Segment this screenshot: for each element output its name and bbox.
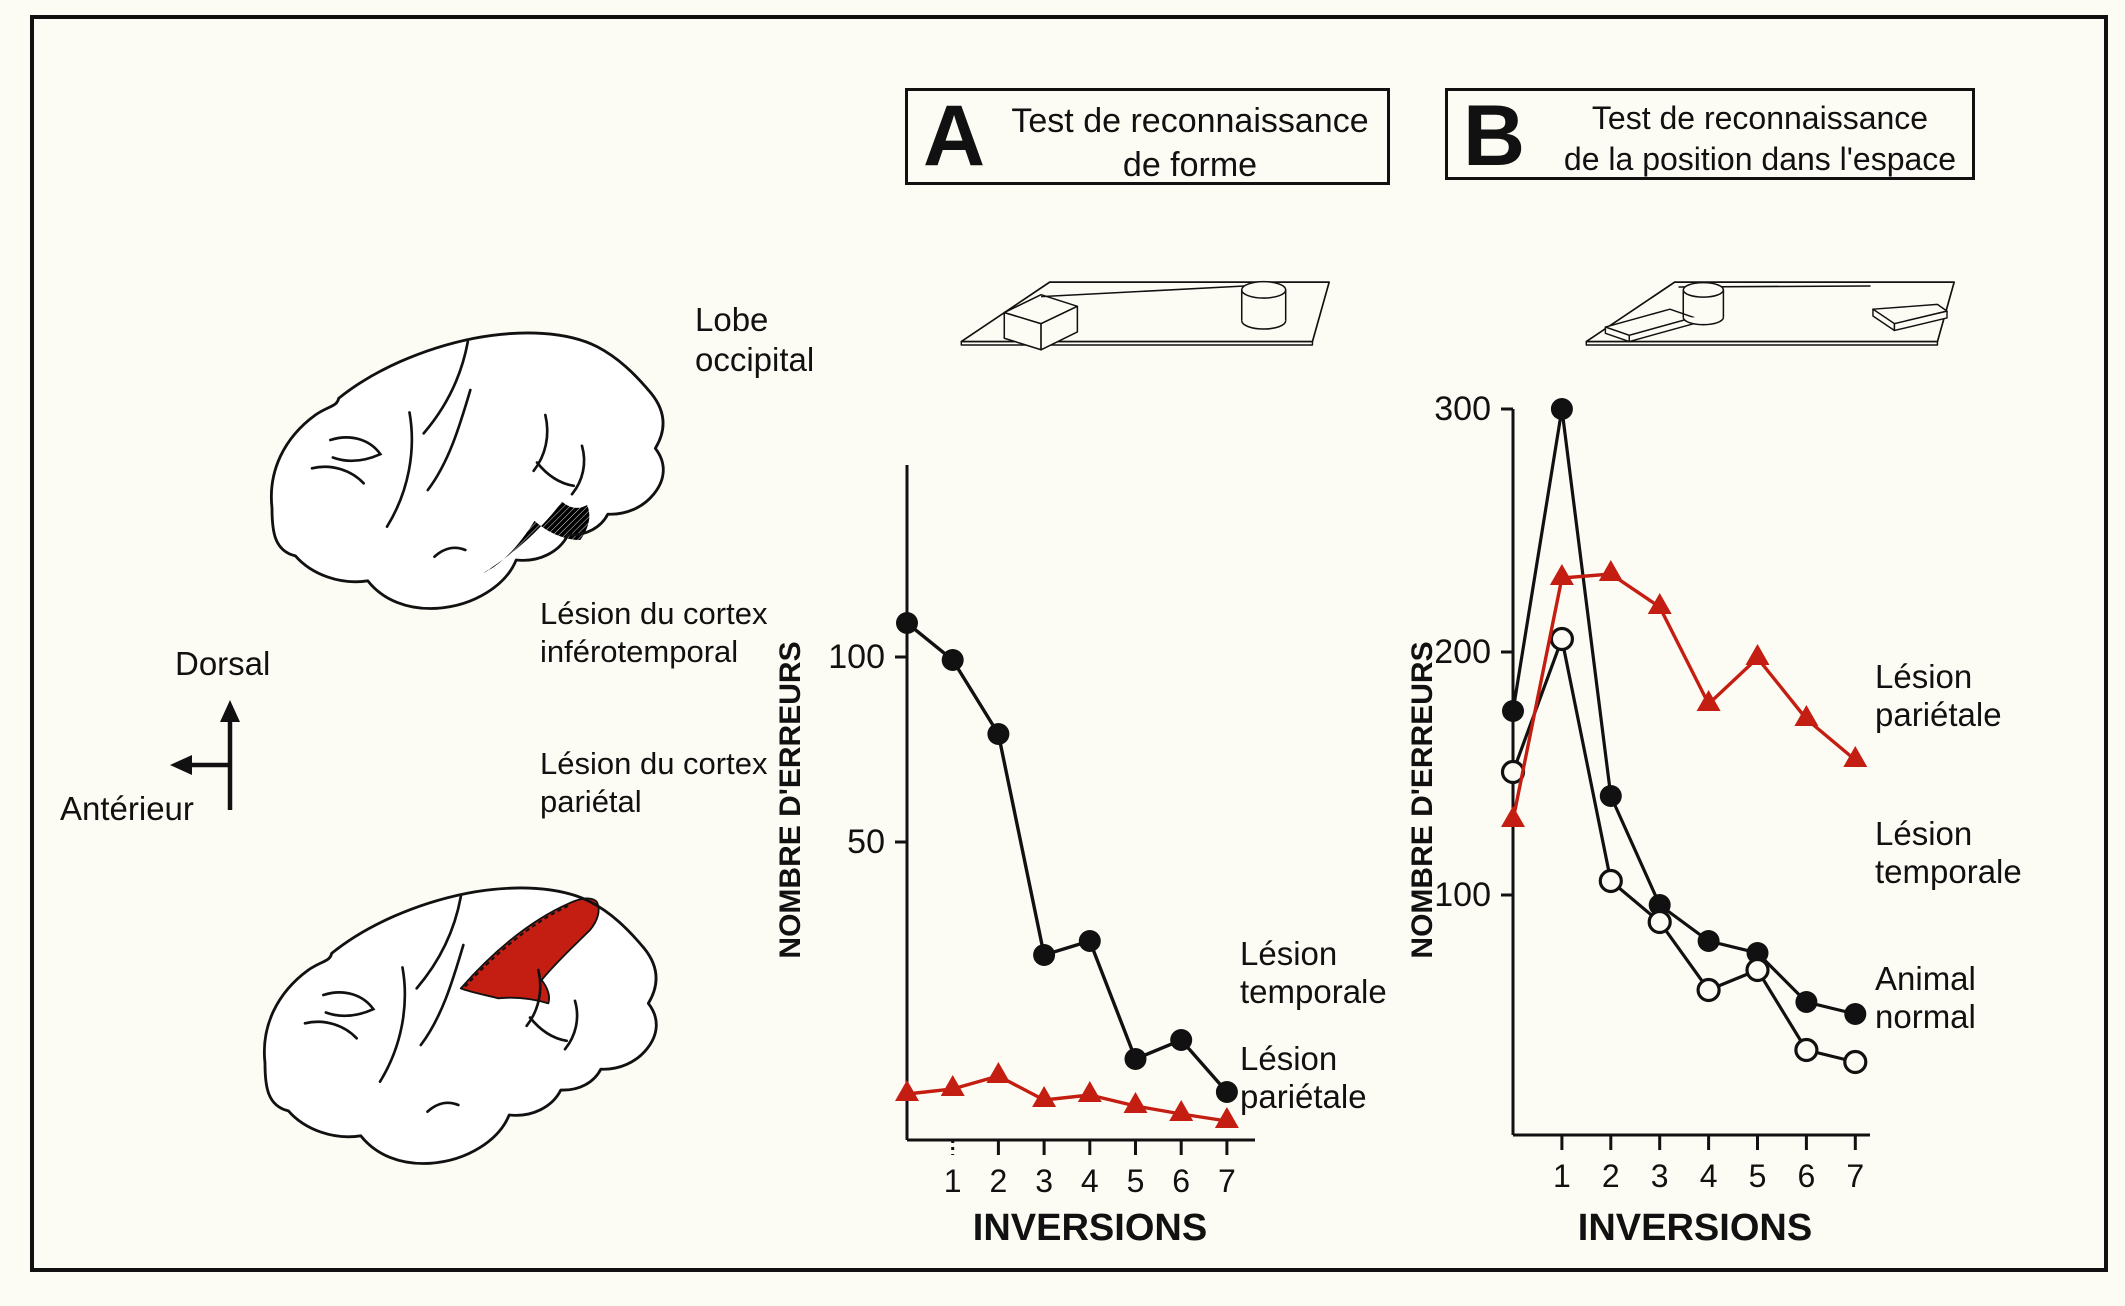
svg-text:temporale: temporale xyxy=(1240,973,1387,1010)
svg-text:50: 50 xyxy=(847,823,885,861)
svg-text:Lésion: Lésion xyxy=(1875,658,1972,695)
svg-text:3: 3 xyxy=(1651,1158,1669,1194)
svg-text:pariétale: pariétale xyxy=(1240,1078,1367,1115)
svg-text:6: 6 xyxy=(1172,1163,1190,1199)
svg-text:Lésion: Lésion xyxy=(1875,815,1972,852)
svg-text:300: 300 xyxy=(1434,390,1491,428)
svg-text:2: 2 xyxy=(1602,1158,1620,1194)
svg-text:6: 6 xyxy=(1798,1158,1816,1194)
svg-text:temporale: temporale xyxy=(1875,853,2022,890)
svg-text:NOMBRE D'ERREURS: NOMBRE D'ERREURS xyxy=(774,641,807,958)
svg-text:7: 7 xyxy=(1218,1163,1236,1199)
svg-text:1: 1 xyxy=(944,1163,962,1199)
svg-text:Lésion: Lésion xyxy=(1240,1040,1337,1077)
svg-text:1: 1 xyxy=(1553,1158,1571,1194)
svg-text:7: 7 xyxy=(1846,1158,1864,1194)
svg-text:5: 5 xyxy=(1127,1163,1145,1199)
svg-text:Animal: Animal xyxy=(1875,960,1976,997)
svg-text:5: 5 xyxy=(1749,1158,1767,1194)
svg-text:normal: normal xyxy=(1875,998,1976,1035)
svg-text:2: 2 xyxy=(990,1163,1008,1199)
svg-text:100: 100 xyxy=(828,638,885,676)
svg-text:pariétale: pariétale xyxy=(1875,696,2002,733)
svg-text:NOMBRE D'ERREURS: NOMBRE D'ERREURS xyxy=(1406,641,1439,958)
svg-text:4: 4 xyxy=(1081,1163,1099,1199)
svg-text:INVERSIONS: INVERSIONS xyxy=(973,1207,1207,1249)
svg-text:200: 200 xyxy=(1434,633,1491,671)
svg-text:Lésion: Lésion xyxy=(1240,935,1337,972)
svg-text:4: 4 xyxy=(1700,1158,1718,1194)
svg-text:100: 100 xyxy=(1434,876,1491,914)
svg-text:INVERSIONS: INVERSIONS xyxy=(1578,1207,1812,1249)
svg-text:3: 3 xyxy=(1035,1163,1053,1199)
